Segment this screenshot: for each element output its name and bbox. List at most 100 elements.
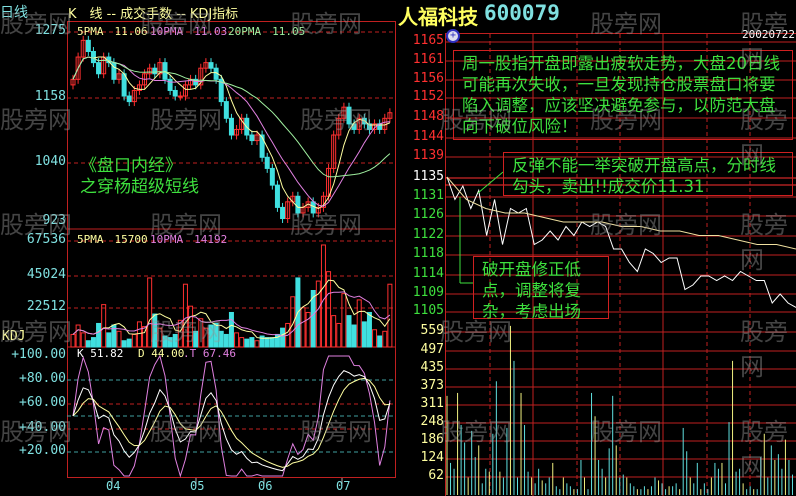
volume-bar <box>351 324 357 348</box>
volume-bar <box>208 324 214 348</box>
kdj-d-line <box>72 377 390 468</box>
intraday-volume-label: 62 <box>428 468 444 483</box>
kdj-j-value: .T 67.46 <box>183 347 236 360</box>
price-axis-label: 1275 <box>34 23 66 38</box>
volume-bar <box>101 304 107 348</box>
volume-bar <box>320 244 326 348</box>
kdj-axis-label: +40.00 <box>19 420 66 435</box>
volume-bar <box>162 335 168 348</box>
date-label: 20020722 <box>742 28 795 41</box>
intraday-price-label: 1135 <box>412 169 444 184</box>
candle <box>315 206 321 214</box>
volume-bar <box>177 319 183 348</box>
candle <box>280 206 286 220</box>
volume-bar <box>75 324 81 348</box>
intraday-price-label: 1105 <box>412 303 444 318</box>
volume-axis-label: 22512 <box>26 299 66 314</box>
intraday-price-label: 1114 <box>412 266 444 281</box>
volume-bar <box>336 322 342 348</box>
candle <box>234 128 240 136</box>
volume-bar <box>147 277 153 348</box>
candle <box>182 84 188 97</box>
intraday-volume-label: 559 <box>420 323 444 338</box>
ma10-label: 10PMA 11.03 <box>150 25 228 38</box>
volume-bar <box>126 338 132 348</box>
candle <box>167 78 173 91</box>
volume-bar <box>387 283 393 348</box>
volume-bar <box>315 280 321 348</box>
volume-bar <box>290 296 296 348</box>
volume-bar <box>269 337 275 348</box>
volume-bar <box>239 337 245 348</box>
volume-bar <box>136 321 142 348</box>
intraday-volume-label: 497 <box>420 342 444 357</box>
candle <box>198 67 204 86</box>
volume-bar <box>244 338 250 348</box>
volume-bar <box>228 311 234 348</box>
candle <box>218 78 224 103</box>
vol-ma5-label: 5PMA 15700 <box>77 233 148 246</box>
intraday-average-line <box>446 176 796 250</box>
price-axis-label: 923 <box>42 213 66 228</box>
candle <box>162 62 168 80</box>
candle <box>341 106 347 119</box>
volume-bar <box>96 322 102 348</box>
caption-line-2: 之穿杨超级短线 <box>80 177 199 197</box>
candle <box>90 50 96 64</box>
intraday-price-line <box>446 176 796 308</box>
annotation-exit-signal: 破开盘修正低点，调整将复杂，考虑出场 <box>473 256 609 321</box>
candle <box>136 84 142 91</box>
left-panel-frame <box>67 21 396 478</box>
volume-bar <box>157 327 163 348</box>
candle <box>172 89 178 97</box>
candle <box>80 39 86 58</box>
volume-bar <box>377 335 383 348</box>
date-label: 07 <box>336 479 351 493</box>
volume-bar <box>372 329 378 348</box>
stock-code: 600079 <box>484 1 560 25</box>
intraday-price-label: 1152 <box>412 89 444 104</box>
volume-bar <box>182 283 188 348</box>
candle <box>131 89 137 103</box>
volume-bar <box>305 311 311 348</box>
ma5-label: 5PMA 11.06 <box>77 25 148 38</box>
intraday-volume-label: 373 <box>420 378 444 393</box>
volume-ma10-line <box>72 291 391 337</box>
candle <box>126 95 132 103</box>
price-axis-label: 1158 <box>34 89 66 104</box>
volume-bar <box>80 332 86 348</box>
kdj-d-value: D 44.00 <box>138 347 185 360</box>
candle <box>269 167 275 186</box>
kdj-label: KDJ <box>2 329 26 344</box>
volume-bar <box>280 327 286 348</box>
annotation-market-warning: 周一股指开盘即露出疲软走势，大盘20日线可能再次失收，一旦发现持仓股票盘口将要陷… <box>453 50 793 140</box>
candle <box>85 39 91 52</box>
intraday-price-label: 1144 <box>412 129 444 144</box>
ma5-line <box>72 56 391 210</box>
volume-bar <box>152 313 158 348</box>
intraday-price-label: 1131 <box>412 188 444 203</box>
candle <box>331 134 337 169</box>
volume-bar <box>167 337 173 348</box>
candle <box>147 67 153 75</box>
candle <box>274 184 280 208</box>
period-label[interactable]: 日线 <box>0 5 28 21</box>
kdj-axis-label: +20.00 <box>19 443 66 458</box>
candle <box>223 101 229 119</box>
intraday-price-label: 1161 <box>412 52 444 67</box>
candle <box>249 134 255 142</box>
candle <box>152 67 158 75</box>
intraday-volume-label: 435 <box>420 360 444 375</box>
intraday-price-label: 1165 <box>412 33 444 48</box>
volume-bar <box>300 307 306 348</box>
volume-bar <box>121 340 127 348</box>
date-label: 06 <box>258 479 273 493</box>
zoom-icon[interactable]: + <box>446 29 460 43</box>
candle <box>157 62 163 75</box>
intraday-price-label: 1139 <box>412 148 444 163</box>
volume-bar <box>188 305 194 348</box>
candle <box>75 56 81 80</box>
caption-line-1: 《盘口内经》 <box>80 156 182 176</box>
candle <box>264 156 270 169</box>
